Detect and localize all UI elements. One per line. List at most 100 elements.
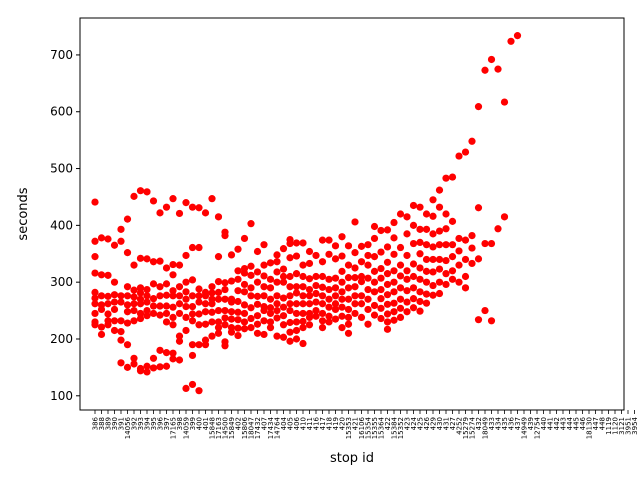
data-point xyxy=(500,213,509,221)
data-point xyxy=(188,380,197,389)
data-point xyxy=(136,314,145,323)
x-tick-label: 15274 xyxy=(469,416,477,439)
data-point xyxy=(442,280,450,289)
x-tick-label: 397 xyxy=(163,417,171,430)
data-point xyxy=(195,285,203,293)
data-point xyxy=(91,321,99,329)
data-point xyxy=(325,250,333,258)
data-point xyxy=(91,237,99,245)
x-tick-label: 419 xyxy=(332,417,340,430)
data-point xyxy=(455,234,463,243)
data-point xyxy=(468,231,476,240)
data-point xyxy=(149,197,158,205)
data-point xyxy=(279,278,288,286)
data-point xyxy=(143,362,151,370)
data-point xyxy=(481,306,489,315)
data-point xyxy=(156,363,164,371)
data-point xyxy=(195,243,203,252)
x-tick-label: 15279 xyxy=(462,417,470,439)
data-point xyxy=(305,285,314,294)
data-point xyxy=(383,318,392,326)
data-point xyxy=(162,291,171,299)
x-tick-label: 424 xyxy=(410,416,418,430)
data-point xyxy=(201,292,210,300)
x-tick-label: 399 xyxy=(189,417,197,430)
data-point xyxy=(221,342,229,350)
data-point xyxy=(370,278,379,286)
x-tick-label: 410 xyxy=(300,417,308,430)
data-point xyxy=(195,341,203,349)
data-point xyxy=(227,298,236,306)
data-point xyxy=(377,285,385,294)
data-point xyxy=(487,55,496,64)
data-point xyxy=(227,328,236,336)
data-point xyxy=(331,315,340,323)
x-tick-label: 15384 xyxy=(391,416,399,439)
data-point xyxy=(123,319,132,327)
data-point xyxy=(273,314,281,322)
data-point xyxy=(221,231,229,240)
data-point xyxy=(156,292,164,300)
data-point xyxy=(396,261,405,269)
data-point xyxy=(117,328,125,336)
data-point xyxy=(383,310,392,318)
data-point xyxy=(299,309,307,318)
x-tick-label: 434 xyxy=(495,416,503,430)
data-point xyxy=(292,270,301,278)
y-axis-label: seconds xyxy=(16,187,31,240)
data-point xyxy=(221,279,229,287)
x-tick-label: 12754 xyxy=(534,416,542,439)
data-point xyxy=(247,262,255,270)
x-tick-label: 448 xyxy=(599,417,607,430)
x-tick-label: 3951 xyxy=(625,417,633,435)
data-point xyxy=(247,292,255,300)
data-point xyxy=(305,313,314,321)
data-point xyxy=(422,290,431,298)
data-point xyxy=(208,308,216,316)
data-point xyxy=(253,300,262,308)
data-point xyxy=(273,292,281,300)
y-tick-label: 100 xyxy=(50,389,73,403)
data-point xyxy=(383,300,392,308)
data-point xyxy=(325,295,333,303)
data-point xyxy=(331,305,340,314)
data-point xyxy=(195,204,203,212)
data-point xyxy=(429,196,437,204)
data-point xyxy=(409,295,418,303)
data-point xyxy=(279,294,288,302)
data-point xyxy=(240,288,249,296)
data-point xyxy=(338,278,346,286)
data-point xyxy=(403,251,411,260)
data-point xyxy=(429,230,437,238)
data-point xyxy=(117,298,125,306)
x-tick-label: 411 xyxy=(306,417,314,430)
data-point xyxy=(286,328,294,336)
x-tick-label: 417 xyxy=(319,417,327,430)
data-point xyxy=(396,284,405,292)
data-point xyxy=(292,300,301,308)
data-point xyxy=(383,258,392,266)
data-point xyxy=(91,253,99,261)
data-point xyxy=(474,103,483,111)
data-point xyxy=(338,312,346,320)
data-point xyxy=(175,356,184,364)
data-point xyxy=(266,259,275,267)
data-point xyxy=(234,275,242,283)
data-point xyxy=(104,271,112,279)
data-point xyxy=(318,236,327,244)
data-point xyxy=(377,226,385,235)
data-point xyxy=(273,306,281,315)
data-point xyxy=(305,247,314,256)
data-point xyxy=(247,220,255,228)
data-point xyxy=(357,292,366,300)
x-tick-label: 426 xyxy=(423,416,431,430)
data-point xyxy=(481,239,489,248)
x-tick-label: 15848 xyxy=(209,417,217,439)
data-point xyxy=(136,309,145,318)
data-point xyxy=(370,311,379,319)
data-point xyxy=(461,284,470,292)
x-tick-label: 3121 xyxy=(618,417,626,435)
data-point xyxy=(455,278,463,286)
data-point xyxy=(130,293,138,301)
x-tick-label: 15354 xyxy=(365,416,373,439)
